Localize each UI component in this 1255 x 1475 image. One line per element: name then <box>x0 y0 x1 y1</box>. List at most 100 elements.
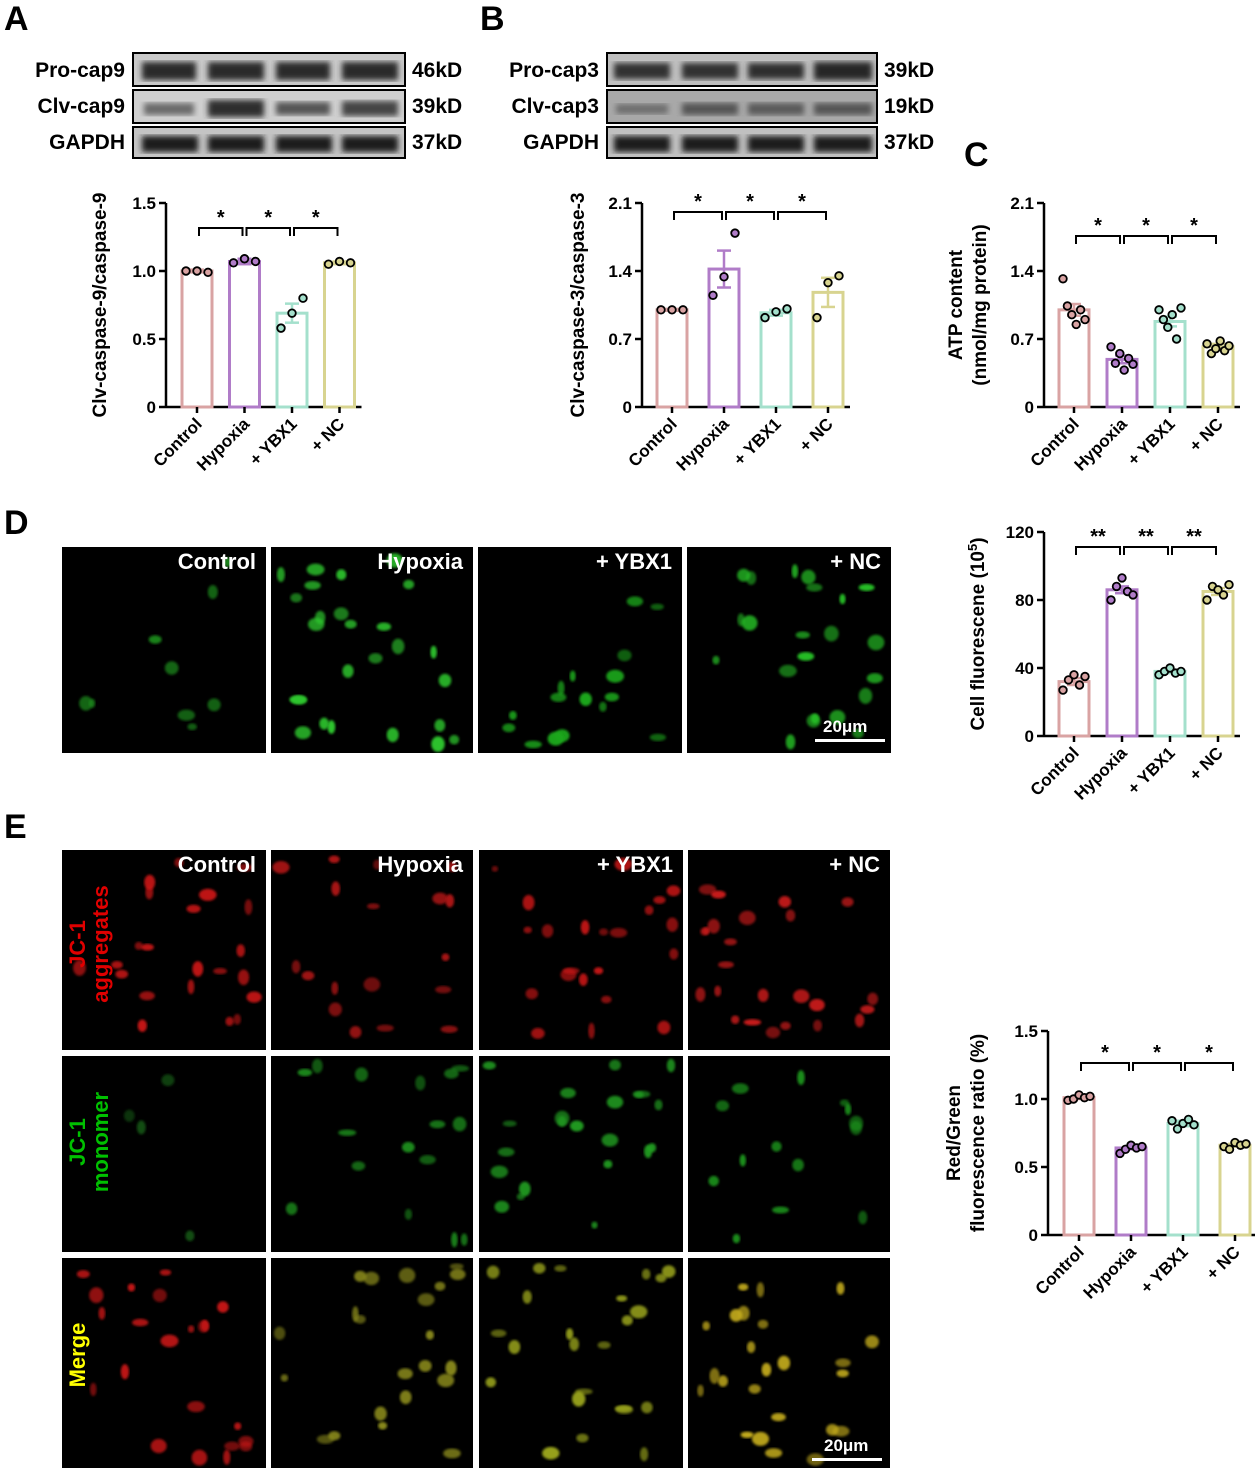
cell-blob <box>134 941 143 950</box>
cell-blob <box>398 1267 416 1283</box>
data-point <box>1189 1120 1199 1130</box>
cell-blob <box>756 1282 765 1298</box>
panel-label-d: D <box>4 504 29 542</box>
significance-bracket <box>1075 235 1121 244</box>
cell-blob <box>560 1087 576 1099</box>
cell-blob <box>599 701 607 712</box>
cell-blob <box>187 1401 205 1413</box>
cell-blob <box>640 1447 649 1462</box>
micro-e-green-control <box>62 1056 266 1252</box>
cell-blob <box>304 581 321 590</box>
cell-blob <box>449 1268 466 1280</box>
cell-blob <box>632 1090 651 1098</box>
x-tick-label: + NC <box>1186 414 1227 455</box>
data-point <box>1074 680 1085 690</box>
significance-label: * <box>694 191 702 213</box>
blot-kd-clv-cap3: 19kD <box>884 95 935 118</box>
cell-blob <box>401 1141 415 1153</box>
y-axis-label: Red/Green <box>944 1085 965 1181</box>
cell-blob <box>708 1175 719 1187</box>
cell-blob <box>502 1120 517 1127</box>
cell-blob <box>739 1154 746 1167</box>
data-point <box>730 228 740 238</box>
x-tick-label: + NC <box>1186 743 1227 784</box>
cell-blob <box>836 1369 849 1378</box>
cell-blob <box>397 1368 413 1380</box>
cell-blob <box>617 649 632 662</box>
cell-blob <box>731 1015 740 1024</box>
blot-kd-gapdh-a: 37kD <box>412 131 463 154</box>
cell-blob <box>485 1377 497 1388</box>
cell-blob <box>524 740 542 749</box>
cell-blob <box>669 948 679 960</box>
y-axis-label-text: Cell fluorescene (10 <box>968 551 989 731</box>
cell-blob <box>731 1083 749 1094</box>
cell-blob <box>386 553 403 568</box>
cell-blob <box>547 731 564 746</box>
cell-blob <box>276 567 285 583</box>
cell-blob <box>490 1329 507 1338</box>
y-tick-label: 0.5 <box>132 330 156 349</box>
cell-image <box>273 1263 466 1459</box>
cell-blob <box>491 865 499 872</box>
data-point <box>1176 303 1186 313</box>
cell-blob <box>741 615 758 631</box>
cell-blob <box>525 988 538 1000</box>
data-point <box>782 304 792 314</box>
cell-blob <box>319 717 329 730</box>
cell-blob <box>746 1341 756 1353</box>
cell-blob <box>494 1200 510 1213</box>
cell-blob <box>695 987 706 1002</box>
cell-blob <box>785 734 796 750</box>
y-axis-label: ATP content <box>946 249 967 360</box>
significance-label: * <box>1101 1042 1109 1064</box>
cell-blob <box>579 692 592 706</box>
blot-strip-pro-cap9 <box>132 52 406 87</box>
micro-e-red-control: Control <box>62 850 266 1050</box>
data-point <box>1183 1114 1194 1125</box>
data-point <box>1224 341 1234 351</box>
y-axis-label-line2: (nmol/mg protein) <box>970 224 991 385</box>
y-tick-label: 40 <box>1015 659 1034 678</box>
cell-blob <box>234 1422 242 1430</box>
data-point <box>239 254 250 264</box>
blot-bands-gapdh-b <box>614 136 872 152</box>
scale-bar-label-e: 20μm <box>824 1436 869 1455</box>
cell-blob <box>141 943 154 951</box>
cell-blob <box>772 1206 789 1214</box>
cell-blob <box>273 1326 286 1340</box>
bar <box>180 269 214 409</box>
cell-image <box>73 857 262 1032</box>
significance-label: * <box>1142 215 1150 237</box>
y-tick-label: 0.5 <box>1014 1158 1038 1177</box>
cell-blob <box>865 1335 879 1349</box>
micro-e-merge-control <box>62 1258 266 1468</box>
micro-d-control: Control <box>62 547 266 753</box>
cell-blob <box>338 1129 357 1136</box>
cell-blob <box>239 1441 253 1452</box>
micro-d-label-hypoxia: Hypoxia <box>377 549 463 574</box>
cell-blob <box>562 967 580 975</box>
cell-blob <box>217 1301 229 1313</box>
cell-blob <box>280 1374 289 1382</box>
cell-blob <box>655 1273 667 1283</box>
cell-blob <box>565 1328 574 1340</box>
cell-blob <box>603 1160 613 1169</box>
cell-blob <box>738 1283 749 1291</box>
cell-image <box>697 1282 879 1466</box>
y-tick-label: 1.0 <box>132 262 156 281</box>
cell-blob <box>224 557 231 568</box>
blot-kd-pro-cap3: 39kD <box>884 59 935 82</box>
cell-blob <box>89 1287 104 1304</box>
y-axis-label: Clv-caspase-9/caspase-9 <box>90 193 111 418</box>
cell-blob <box>649 733 667 742</box>
cell-blob <box>301 971 315 981</box>
panel-label-b: B <box>480 0 505 38</box>
cell-blob <box>132 1318 149 1327</box>
blot-bands-pro-cap9 <box>142 62 398 80</box>
y-tick-label: 0 <box>1025 398 1034 417</box>
cell-blob <box>435 985 452 994</box>
